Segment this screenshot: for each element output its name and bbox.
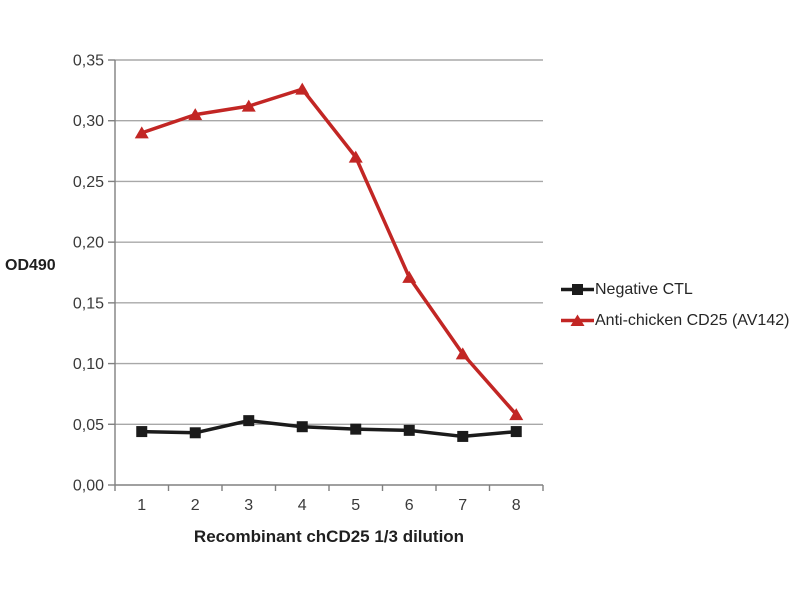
data-point-triangle <box>509 408 524 421</box>
data-point-triangle <box>455 347 470 360</box>
y-tick-label: 0,00 <box>73 478 104 495</box>
y-tick-label: 0,10 <box>73 356 104 373</box>
x-tick-label: 3 <box>244 497 253 514</box>
data-point-triangle <box>241 99 256 112</box>
data-point-triangle <box>188 108 203 121</box>
data-point-square <box>136 426 148 438</box>
legend: Negative CTL Anti-chicken CD25 (AV142) <box>561 279 789 331</box>
legend-entry-negative-ctl: Negative CTL <box>561 279 789 300</box>
x-tick-label: 7 <box>458 497 467 514</box>
y-tick-label: 0,15 <box>73 295 104 312</box>
x-axis-title: Recombinant chCD25 1/3 dilution <box>193 527 465 546</box>
y-tick-label: 0,20 <box>73 235 104 252</box>
data-point-square <box>350 423 362 435</box>
y-tick-label: 0,05 <box>73 417 104 434</box>
legend-label-anti-chicken-cd25: Anti-chicken CD25 (AV142) <box>595 311 790 329</box>
y-tick-label: 0,25 <box>73 174 104 191</box>
legend-entry-anti-chicken-cd25: Anti-chicken CD25 (AV142) <box>561 310 789 331</box>
data-point-square <box>296 421 308 433</box>
x-tick-label: 8 <box>512 497 521 514</box>
x-tick-label: 4 <box>298 497 307 514</box>
negative-ctl-marker-icon <box>561 284 594 295</box>
data-point-triangle <box>402 270 417 283</box>
y-tick-label: 0,30 <box>73 113 104 130</box>
x-tick-label: 6 <box>405 497 414 514</box>
series-line-0 <box>141 418 517 439</box>
series-line-1 <box>141 87 518 416</box>
y-tick-label: 0,35 <box>73 53 104 70</box>
anti-chicken-cd25-marker-icon <box>561 314 594 326</box>
y-axis-title: OD490 <box>5 257 56 274</box>
data-point-triangle <box>134 126 149 139</box>
data-point-square <box>403 424 415 436</box>
data-point-square <box>457 430 469 442</box>
x-tick-label: 2 <box>191 497 200 514</box>
x-tick-label: 5 <box>351 497 360 514</box>
x-tick-label: 1 <box>137 497 146 514</box>
data-point-square <box>510 426 522 438</box>
data-point-triangle <box>295 82 310 95</box>
legend-label-negative-ctl: Negative CTL <box>595 280 693 298</box>
data-point-triangle <box>348 150 363 163</box>
data-point-square <box>189 427 201 439</box>
data-point-square <box>243 415 255 427</box>
